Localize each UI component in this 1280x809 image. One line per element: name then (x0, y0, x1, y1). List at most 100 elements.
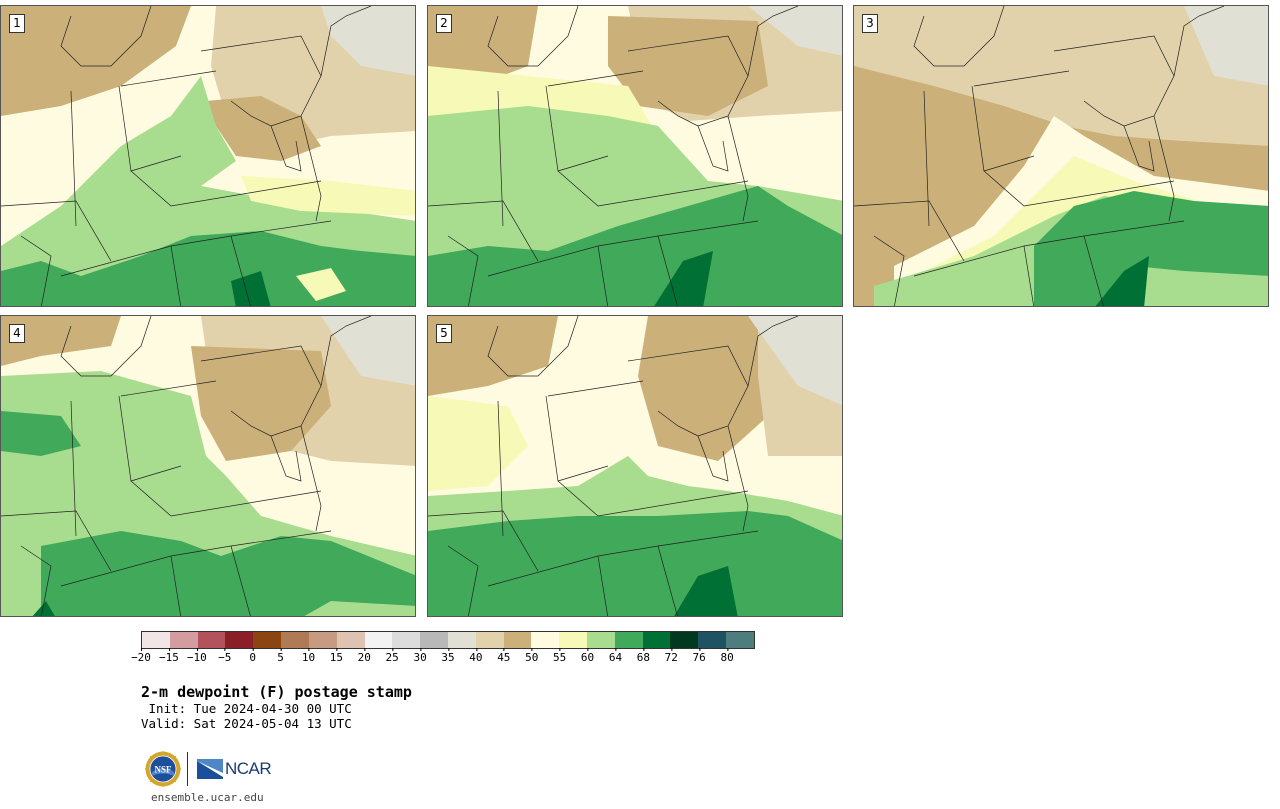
boundary-line (60, 316, 152, 377)
postage-stamp-panel-2: 2 (427, 5, 843, 307)
colorbar-tick-label: 80 (720, 648, 734, 664)
dewpoint-region (428, 6, 538, 81)
boundary-line (497, 400, 504, 537)
boundary-line (657, 235, 678, 306)
dewpoint-region (1, 411, 81, 456)
dewpoint-region (1, 316, 121, 366)
colorbar-tick-label: −15 (158, 648, 179, 664)
colorbar-tick-label: −5 (218, 648, 232, 664)
boundary-line (1, 510, 112, 572)
colorbar-swatch (698, 632, 727, 648)
dewpoint-map (854, 6, 1268, 306)
boundary-line (300, 425, 322, 532)
colorbar-tick-label: 55 (553, 648, 567, 664)
member-number-label: 4 (9, 324, 25, 343)
colorbar-swatch (197, 632, 226, 648)
colorbar-tick-label: −20 (131, 648, 151, 664)
dewpoint-region (428, 511, 842, 616)
colorbar-swatch (281, 632, 309, 648)
nsf-seal-icon: NSF (145, 751, 181, 787)
boundary-line (60, 530, 332, 587)
boundary-line (1, 200, 112, 262)
boundary-line (130, 480, 322, 517)
sponsor-logos: NSF NCAR (145, 750, 272, 788)
colorbar-swatch (142, 632, 170, 648)
boundary-line (873, 235, 905, 306)
dewpoint-region (428, 186, 842, 306)
colorbar-swatch (392, 632, 421, 648)
boundary-line (983, 170, 1175, 207)
boundary-line (487, 530, 759, 587)
dewpoint-region (296, 268, 346, 301)
dewpoint-region (748, 6, 842, 56)
colorbar-tick-label: 60 (580, 648, 595, 664)
boundary-line (120, 70, 217, 87)
dewpoint-map (1, 316, 415, 616)
dewpoint-region (206, 96, 321, 161)
colorbar-tick-label: 15 (329, 648, 343, 664)
colorbar-tick-label: 68 (636, 648, 650, 664)
colorbar-swatch (253, 632, 282, 648)
dewpoint-region (231, 271, 271, 306)
colorbar-tick-label: 5 (277, 648, 284, 664)
boundary-line (747, 6, 799, 77)
dewpoint-region (321, 6, 415, 76)
dewpoint-region (608, 16, 768, 116)
boundary-line (854, 200, 965, 262)
boundary-line (20, 235, 52, 306)
postage-stamp-panel-1: 1 (0, 5, 416, 307)
colorbar-swatch (225, 632, 254, 648)
dewpoint-region (748, 316, 842, 406)
ncar-logo: NCAR (197, 759, 272, 779)
dewpoint-map (1, 6, 415, 306)
colorbar-tick-label: 0 (249, 648, 256, 664)
boundary-line (320, 316, 372, 387)
colorbar-swatch (614, 632, 643, 648)
boundary-line (747, 316, 799, 387)
colorbar-tick-label: −10 (186, 648, 207, 664)
ncar-logo-icon (197, 759, 223, 779)
boundary-line (657, 545, 678, 616)
boundary-line (170, 245, 182, 306)
boundary-line (923, 90, 930, 227)
dewpoint-region (638, 316, 768, 461)
boundary-line (697, 125, 729, 172)
boundary-line (487, 220, 759, 277)
boundary-line (497, 90, 504, 227)
boundary-line (270, 125, 302, 172)
member-number-label: 5 (436, 324, 452, 343)
colorbar-swatch (642, 632, 671, 648)
boundary-line (230, 545, 251, 616)
init-time: Init: Tue 2024-04-30 00 UTC (141, 701, 352, 716)
boundary-line (20, 545, 52, 616)
postage-stamp-panel-5: 5 (427, 315, 843, 617)
boundary-line (120, 380, 217, 397)
colorbar-swatch (587, 632, 615, 648)
colorbar-swatch (364, 632, 393, 648)
member-number-label: 3 (862, 14, 878, 33)
dewpoint-region (654, 251, 713, 306)
boundary-line (557, 170, 749, 207)
colorbar-ticks: −20 −15 −10 −5 0 5 10 15 20 25 30 35 40 45 50 55 60 64 68 7… (131, 648, 755, 669)
boundary-line (270, 435, 302, 482)
boundary-line (60, 6, 152, 67)
colorbar-swatch (169, 632, 198, 648)
valid-time: Valid: Sat 2024-05-04 13 UTC (141, 716, 352, 731)
colorbar-swatch (503, 632, 532, 648)
boundary-line (300, 115, 322, 222)
dewpoint-region (241, 176, 415, 216)
member-number-label: 2 (436, 14, 452, 33)
svg-text:NSF: NSF (154, 765, 172, 775)
postage-stamp-panel-4: 4 (0, 315, 416, 617)
boundary-line (428, 510, 539, 572)
colorbar-tick-label: 40 (469, 648, 483, 664)
site-url: ensemble.ucar.edu (151, 791, 264, 804)
colorbar-swatch (420, 632, 448, 648)
boundary-line (60, 220, 332, 277)
boundary-line (447, 545, 479, 616)
dewpoint-region (191, 346, 331, 461)
dewpoint-region (674, 566, 738, 616)
colorbar-swatch (726, 632, 754, 648)
figure-title: 2-m dewpoint (F) postage stamp (141, 683, 412, 701)
boundary-line (230, 235, 251, 306)
